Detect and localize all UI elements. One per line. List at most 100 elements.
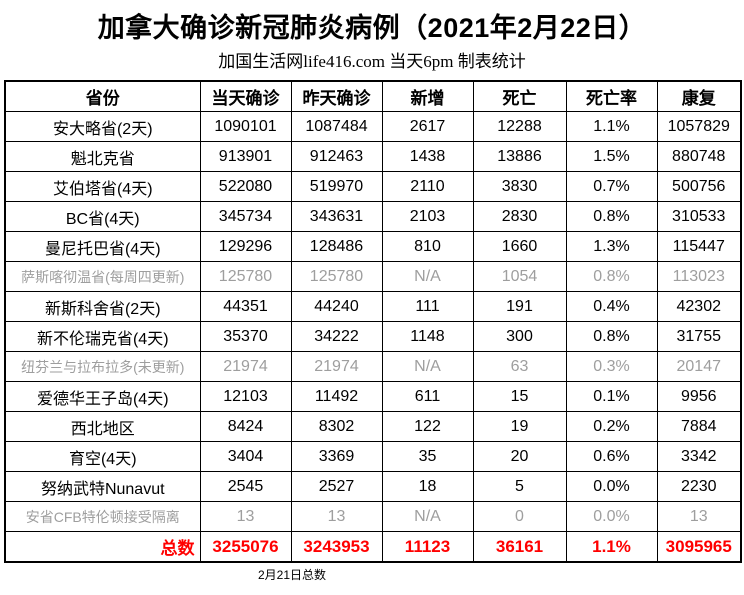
recovered-cell: 113023	[656, 261, 742, 292]
total-label: 总数	[4, 531, 201, 563]
today-cell: 8424	[199, 411, 292, 442]
table-row: 爱德华王子岛(4天) 12103 11492 611 15 0.1% 9956	[4, 381, 742, 412]
today-cell: 21974	[199, 351, 292, 382]
yesterday-cell: 34222	[290, 321, 383, 352]
death-rate-cell: 0.8%	[565, 201, 658, 232]
new-cases-cell: 611	[381, 381, 474, 412]
today-cell: 522080	[199, 171, 292, 202]
table-row: 萨斯喀彻温省(每周四更新) 125780 125780 N/A 1054 0.8% 1130…	[4, 261, 742, 292]
deaths-cell: 19	[472, 411, 567, 442]
deaths-cell: 2830	[472, 201, 567, 232]
province-cell: 魁北克省	[4, 141, 201, 172]
today-cell: 125780	[199, 261, 292, 292]
yesterday-cell: 125780	[290, 261, 383, 292]
today-cell: 13	[199, 501, 292, 532]
yesterday-cell: 44240	[290, 291, 383, 322]
new-cases-cell: 1438	[381, 141, 474, 172]
deaths-cell: 1054	[472, 261, 567, 292]
table-row: 曼尼托巴省(4天) 129296 128486 810 1660 1.3% 115447	[4, 231, 742, 262]
yesterday-cell: 11492	[290, 381, 383, 412]
new-cases-cell: N/A	[381, 261, 474, 292]
death-rate-cell: 0.1%	[565, 381, 658, 412]
yesterday-cell: 343631	[290, 201, 383, 232]
table-row: 魁北克省 913901 912463 1438 13886 1.5% 880748	[4, 141, 742, 172]
covid-cases-table: 省份 当天确诊 昨天确诊 新增 死亡 死亡率 康复 安大略省(2天) 1090101 10874…	[4, 80, 742, 563]
table-row: 育空(4天) 3404 3369 35 20 0.6% 3342	[4, 441, 742, 472]
recovered-cell: 13	[656, 501, 742, 532]
recovered-cell: 310533	[656, 201, 742, 232]
table-row: 纽芬兰与拉布拉多(未更新) 21974 21974 N/A 63 0.3% 20147	[4, 351, 742, 382]
province-cell: 艾伯塔省(4天)	[4, 171, 201, 202]
recovered-cell: 1057829	[656, 111, 742, 142]
total-today-cell: 3255076	[199, 531, 292, 563]
new-cases-cell: 810	[381, 231, 474, 262]
deaths-cell: 191	[472, 291, 567, 322]
deaths-cell: 15	[472, 381, 567, 412]
province-cell: 曼尼托巴省(4天)	[4, 231, 201, 262]
column-header-3: 新增	[381, 80, 474, 112]
table-header-row: 省份 当天确诊 昨天确诊 新增 死亡 死亡率 康复	[4, 80, 742, 112]
recovered-cell: 42302	[656, 291, 742, 322]
yesterday-cell: 912463	[290, 141, 383, 172]
province-cell: 安大略省(2天)	[4, 111, 201, 142]
today-cell: 44351	[199, 291, 292, 322]
recovered-cell: 500756	[656, 171, 742, 202]
table-row: 努纳武特Nunavut 2545 2527 18 5 0.0% 2230	[4, 471, 742, 502]
subtitle: 加国生活网life416.com 当天6pm 制表统计	[218, 52, 526, 71]
today-cell: 3404	[199, 441, 292, 472]
recovered-cell: 3342	[656, 441, 742, 472]
recovered-cell: 20147	[656, 351, 742, 382]
death-rate-cell: 1.5%	[565, 141, 658, 172]
deaths-cell: 12288	[472, 111, 567, 142]
new-cases-cell: 1148	[381, 321, 474, 352]
deaths-cell: 0	[472, 501, 567, 532]
deaths-cell: 5	[472, 471, 567, 502]
total-recovered-cell: 3095965	[656, 531, 742, 563]
yesterday-cell: 1087484	[290, 111, 383, 142]
new-cases-cell: 2110	[381, 171, 474, 202]
province-cell: 新斯科舍省(2天)	[4, 291, 201, 322]
death-rate-cell: 0.0%	[565, 501, 658, 532]
yesterday-cell: 13	[290, 501, 383, 532]
death-rate-cell: 0.3%	[565, 351, 658, 382]
deaths-cell: 300	[472, 321, 567, 352]
column-header-4: 死亡	[472, 80, 567, 112]
column-header-6: 康复	[656, 80, 742, 112]
death-rate-cell: 0.8%	[565, 261, 658, 292]
yesterday-cell: 8302	[290, 411, 383, 442]
death-rate-cell: 0.4%	[565, 291, 658, 322]
yesterday-cell: 128486	[290, 231, 383, 262]
new-cases-cell: 2103	[381, 201, 474, 232]
province-cell: 西北地区	[4, 411, 201, 442]
new-cases-cell: 35	[381, 441, 474, 472]
today-cell: 345734	[199, 201, 292, 232]
new-cases-cell: N/A	[381, 351, 474, 382]
deaths-cell: 20	[472, 441, 567, 472]
death-rate-cell: 0.8%	[565, 321, 658, 352]
recovered-cell: 115447	[656, 231, 742, 262]
recovered-cell: 31755	[656, 321, 742, 352]
total-death-rate-cell: 1.1%	[565, 531, 658, 563]
today-cell: 913901	[199, 141, 292, 172]
deaths-cell: 3830	[472, 171, 567, 202]
today-cell: 1090101	[199, 111, 292, 142]
table-row: 安大略省(2天) 1090101 1087484 2617 12288 1.1% 10578…	[4, 111, 742, 142]
column-header-0: 省份	[4, 80, 201, 112]
death-rate-cell: 0.7%	[565, 171, 658, 202]
total-yesterday-cell: 3243953	[290, 531, 383, 563]
table-row: 新斯科舍省(2天) 44351 44240 111 191 0.4% 42302	[4, 291, 742, 322]
column-header-5: 死亡率	[565, 80, 658, 112]
death-rate-cell: 1.1%	[565, 111, 658, 142]
province-cell: 新不伦瑞克省(4天)	[4, 321, 201, 352]
new-cases-cell: N/A	[381, 501, 474, 532]
recovered-cell: 2230	[656, 471, 742, 502]
total-new-cases-cell: 11123	[381, 531, 474, 563]
province-cell: 爱德华王子岛(4天)	[4, 381, 201, 412]
table-row: 艾伯塔省(4天) 522080 519970 2110 3830 0.7% 500756	[4, 171, 742, 202]
death-rate-cell: 0.6%	[565, 441, 658, 472]
province-cell: BC省(4天)	[4, 201, 201, 232]
yesterday-cell: 519970	[290, 171, 383, 202]
total-deaths-cell: 36161	[472, 531, 567, 563]
yesterday-cell: 3369	[290, 441, 383, 472]
